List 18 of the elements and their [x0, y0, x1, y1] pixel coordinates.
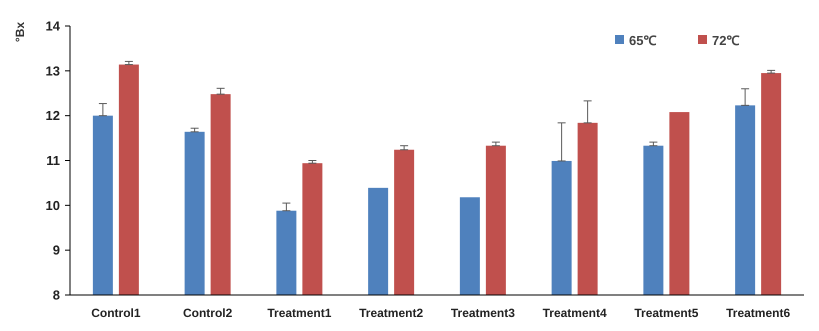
x-tick-label: Treatment1 [267, 306, 332, 320]
y-tick-label: 14 [46, 18, 61, 34]
y-tick-label: 9 [52, 242, 60, 258]
x-tick-label: Treatment5 [634, 306, 699, 320]
x-tick-label: Treatment6 [726, 306, 790, 320]
y-tick-label: 8 [52, 288, 60, 303]
legend-label: 72℃ [712, 33, 740, 48]
y-axis-title: °Bx [13, 22, 27, 42]
y-tick-label: 10 [46, 198, 60, 213]
x-tick-label: Treatment3 [450, 306, 516, 320]
x-tick-label: Treatment4 [542, 306, 607, 320]
x-tick-label: Control2 [182, 306, 233, 320]
x-tick-label: Treatment2 [359, 306, 424, 320]
legend-label: 65℃ [629, 33, 656, 48]
x-tick-label: Control1 [91, 306, 141, 320]
y-tick-label: 11 [46, 153, 60, 168]
y-tick-label: 12 [46, 108, 60, 124]
y-tick-label: 13 [46, 63, 60, 78]
